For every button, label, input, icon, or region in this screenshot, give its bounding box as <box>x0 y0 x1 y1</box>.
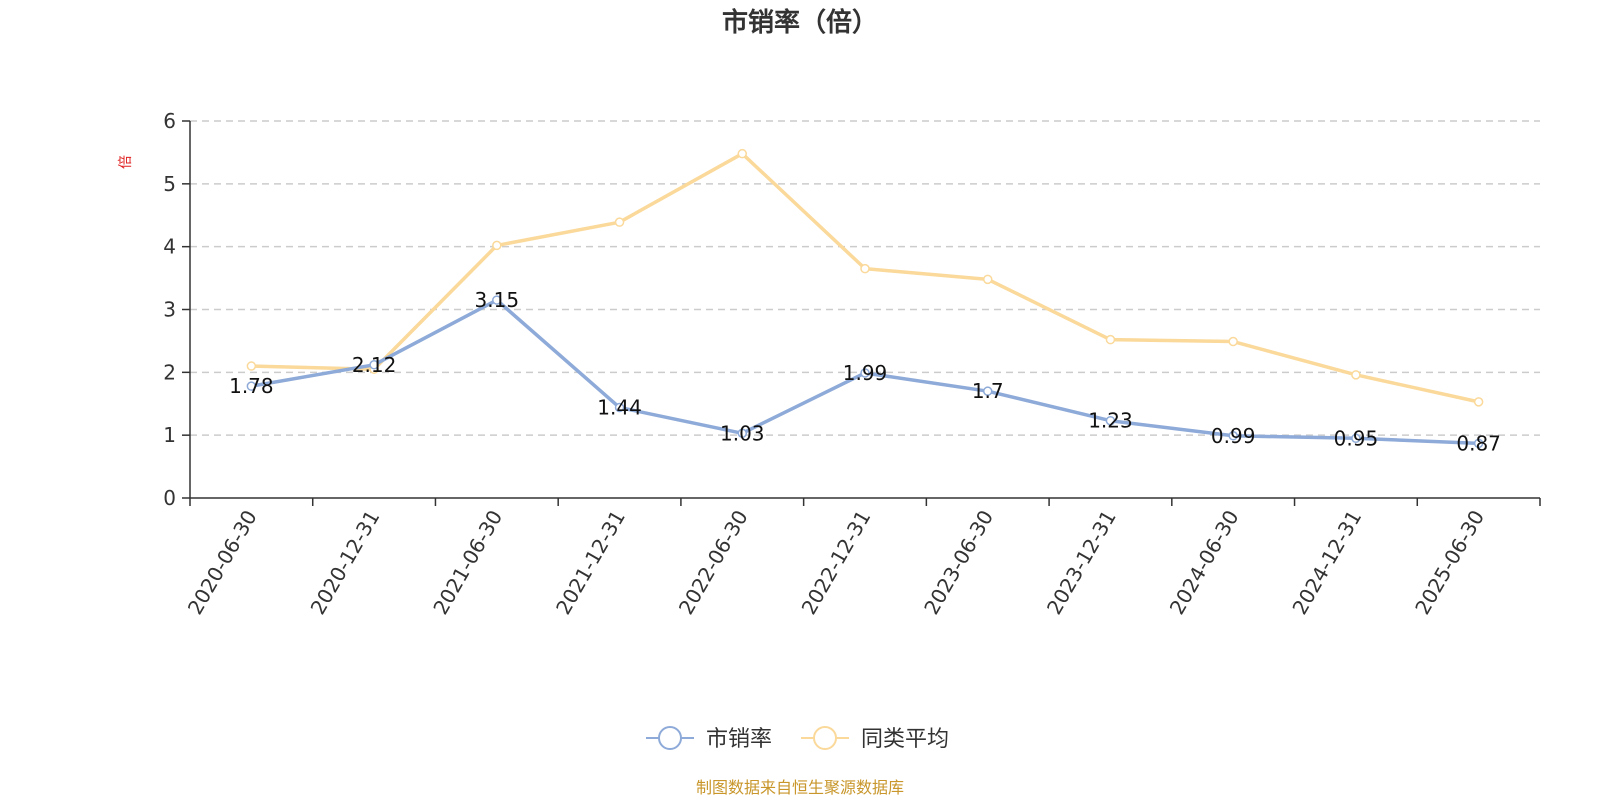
y-tick-label: 4 <box>163 235 176 259</box>
data-point <box>1228 431 1238 441</box>
data-point <box>1473 397 1484 407</box>
data-point <box>1351 433 1361 444</box>
x-tick-label: 2024-12-31 <box>1287 506 1366 619</box>
y-tick-label: 2 <box>163 360 176 384</box>
data-label: 1.7 <box>972 379 1004 403</box>
legend-label: 市销率 <box>706 727 772 752</box>
legend-marker <box>813 726 837 750</box>
legend-marker <box>658 726 682 750</box>
legend-item[interactable]: 市销率 <box>646 726 772 752</box>
x-tick-label: 2021-12-31 <box>551 506 630 619</box>
data-point <box>614 402 625 413</box>
x-tick-label: 2024-06-30 <box>1165 506 1244 619</box>
data-point <box>246 361 257 371</box>
x-tick-label: 2020-12-31 <box>306 506 385 619</box>
data-point <box>737 428 748 439</box>
x-tick-label: 2023-06-30 <box>919 506 998 619</box>
x-tick-label: 2022-12-31 <box>796 506 875 619</box>
grid-lines <box>190 120 1540 436</box>
data-point <box>492 240 502 251</box>
chart-title: 市销率（倍） <box>722 7 878 38</box>
y-tick-label: 6 <box>163 109 176 133</box>
y-tick-label: 1 <box>163 423 176 447</box>
data-label: 1.03 <box>720 421 765 445</box>
x-tick-label: 2021-06-30 <box>428 506 507 619</box>
data-label: 0.95 <box>1334 426 1379 450</box>
y-tick-label: 0 <box>163 486 176 510</box>
data-point <box>1351 370 1361 380</box>
data-point <box>492 295 502 305</box>
data-label: 2.12 <box>352 353 397 377</box>
x-tick-label: 2025-06-30 <box>1410 506 1489 619</box>
data-point <box>1105 415 1116 426</box>
data-point <box>614 217 625 227</box>
data-label: 0.87 <box>1456 431 1501 455</box>
y-tick-label: 3 <box>163 298 176 322</box>
data-point <box>982 386 993 396</box>
data-label: 0.99 <box>1211 424 1256 448</box>
data-label: 1.78 <box>229 374 274 398</box>
legend-label: 同类平均 <box>861 727 949 752</box>
data-point <box>737 148 748 159</box>
data-label: 1.23 <box>1088 409 1133 433</box>
data-point <box>860 263 870 274</box>
data-point <box>369 360 379 370</box>
x-tick-label: 2022-06-30 <box>674 506 753 619</box>
legend[interactable]: 市销率 同类平均 <box>646 726 949 752</box>
data-point <box>1105 334 1116 345</box>
data-point <box>1473 438 1484 449</box>
legend-item[interactable]: 同类平均 <box>801 726 949 752</box>
data-source-note: 制图数据来自恒生聚源数据库 <box>696 778 904 797</box>
x-tick-label: 2020-06-30 <box>183 506 262 619</box>
data-labels: 1.78 2.12 3.15 1.44 1.03 1.99 1.7 1.23 0.99 0.95 0… <box>229 288 1501 455</box>
data-point <box>982 274 993 285</box>
data-label: 3.15 <box>475 288 520 312</box>
data-point <box>860 368 870 378</box>
data-label: 1.99 <box>843 361 888 385</box>
y-tick-label: 5 <box>163 172 176 196</box>
y-axis-label: 倍 <box>118 155 134 169</box>
data-label: 1.44 <box>597 396 642 420</box>
x-tick-label: 2023-12-31 <box>1042 506 1121 619</box>
data-point <box>246 381 257 391</box>
series-layer <box>246 148 1484 449</box>
data-point <box>1228 336 1238 347</box>
